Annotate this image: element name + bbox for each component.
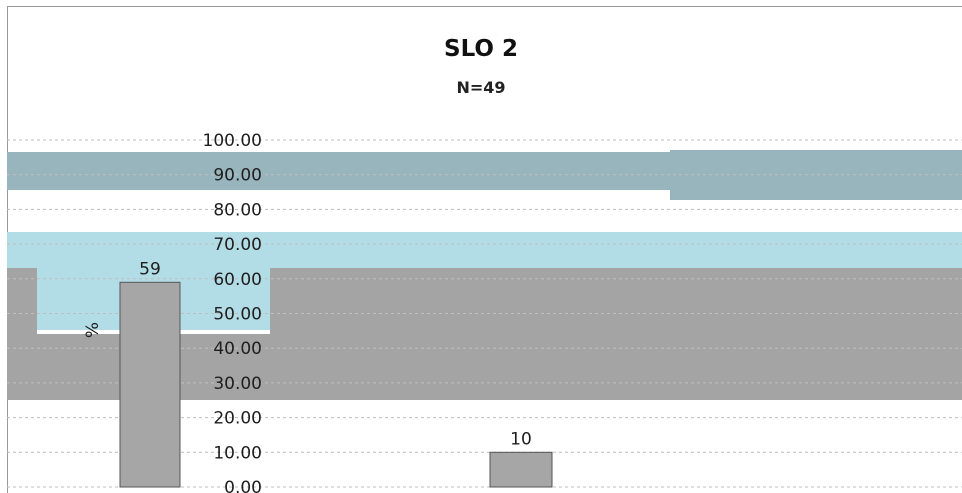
y-tick-label: 90.00	[213, 166, 262, 186]
background-band	[7, 268, 37, 338]
y-tick-label: 70.00	[213, 235, 262, 255]
y-tick-label: 100.00	[203, 131, 262, 151]
y-tick-label: 30.00	[213, 374, 262, 394]
y-tick-label: 0.00	[224, 478, 262, 493]
chart-title: SLO 2	[444, 36, 518, 62]
background-band	[270, 268, 962, 334]
y-tick-label: 40.00	[213, 339, 262, 359]
bar-data-label: 10	[510, 429, 532, 449]
chart-subtitle: N=49	[456, 78, 506, 97]
y-tick-label: 20.00	[213, 409, 262, 429]
bar-data-label: 59	[139, 259, 161, 279]
background-band	[670, 150, 962, 200]
bar	[119, 281, 181, 488]
y-tick-label: 60.00	[213, 270, 262, 290]
background-band	[7, 232, 962, 270]
y-tick-label: 50.00	[213, 305, 262, 325]
bar	[489, 451, 553, 488]
y-axis-label: %	[83, 322, 103, 338]
y-tick-label: 80.00	[213, 200, 262, 220]
y-tick-label: 10.00	[213, 443, 262, 463]
